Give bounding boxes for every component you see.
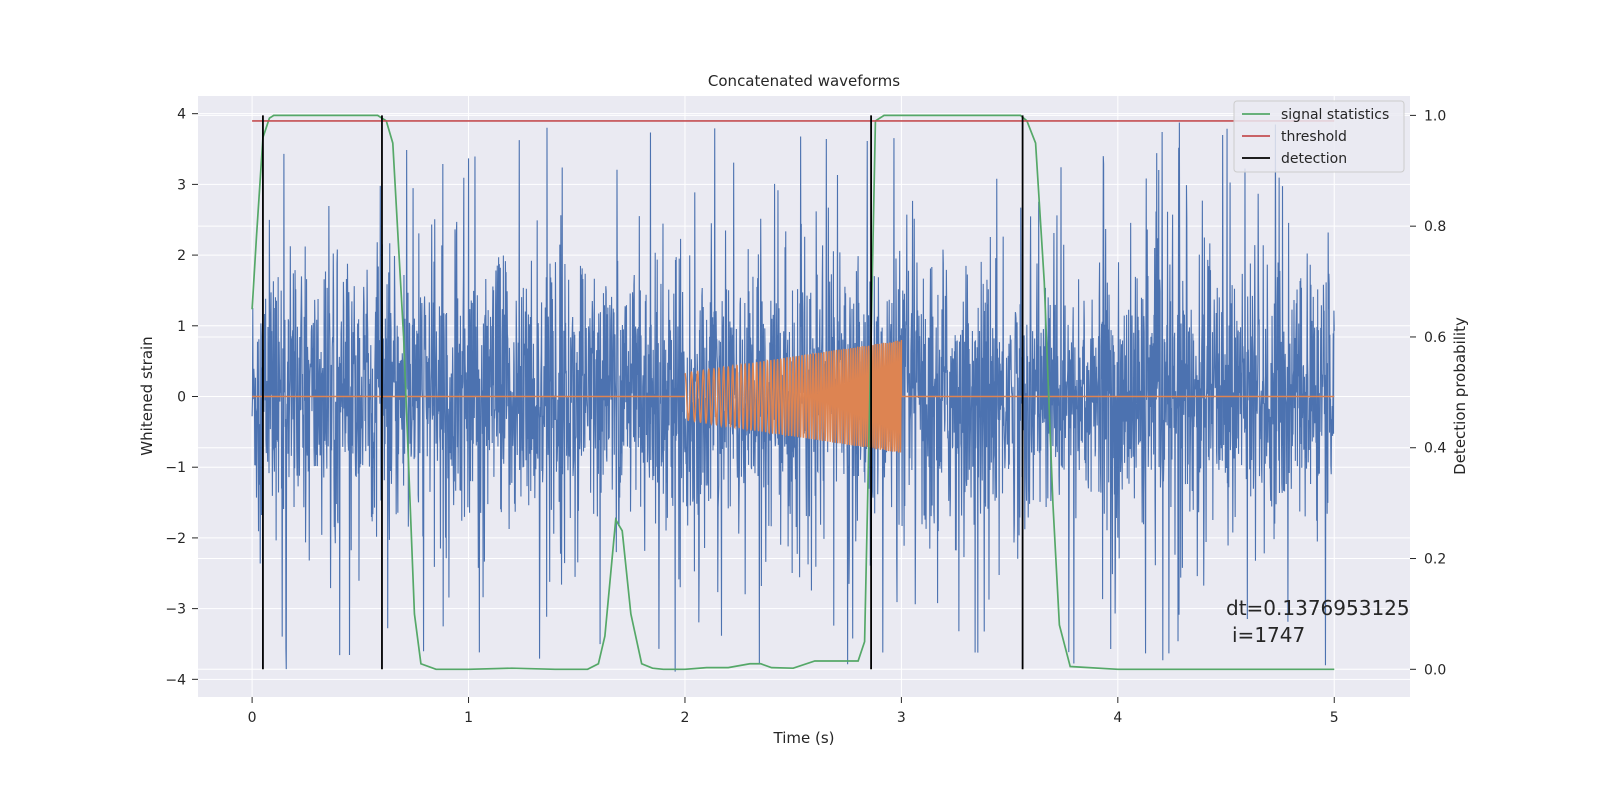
y-right-tick-label-1: 0.8 <box>1424 219 1446 235</box>
y-right-tick-label-4: 0.2 <box>1424 552 1446 568</box>
y-left-axis-label: Whitened strain <box>138 336 156 455</box>
y-right-tick-label-2: 0.6 <box>1424 330 1446 346</box>
y-right-tick-label-5: 0.0 <box>1424 662 1446 678</box>
signal-statistics-line <box>251 114 1335 671</box>
legend-label-signal-statistics: signal statistics <box>1281 107 1389 123</box>
x-tick-label-5: 5 <box>1330 710 1339 726</box>
x-axis-label: Time (s) <box>773 729 835 747</box>
detection-series <box>262 115 1024 670</box>
y-left-tick-label-2: 2 <box>177 248 186 264</box>
legend-label-detection: detection <box>1281 151 1347 167</box>
y-left-tick-label-0: 4 <box>177 107 186 123</box>
chart-title: Concatenated waveforms <box>708 72 900 90</box>
y-left-tick-label-3: 1 <box>177 319 186 335</box>
y-right-tick-label-0: 1.0 <box>1424 108 1446 124</box>
y-right-axis-label: Detection probability <box>1451 317 1469 475</box>
x-tick-label-0: 0 <box>248 710 257 726</box>
x-axis-ticks: 0 1 2 3 4 5 <box>248 697 1339 726</box>
legend: signal statistics threshold detection <box>1233 100 1405 173</box>
y-left-tick-label-7: −3 <box>165 602 186 618</box>
annotation-dt: dt=0.1376953125 <box>1226 596 1410 620</box>
injected-signal-series <box>252 339 1335 453</box>
y-right-tick-label-3: 0.4 <box>1424 441 1446 457</box>
y-left-tick-label-6: −2 <box>165 531 186 547</box>
y-left-tick-label-4: 0 <box>177 390 186 406</box>
y-left-tick-label-8: −4 <box>165 672 186 688</box>
x-tick-label-3: 3 <box>897 710 906 726</box>
x-tick-label-4: 4 <box>1113 710 1122 726</box>
annotation-i: i=1747 <box>1232 623 1305 647</box>
x-tick-label-1: 1 <box>464 710 473 726</box>
signal-statistics-series <box>251 114 1335 671</box>
y-right-axis-ticks: 1.0 0.8 0.6 0.4 0.2 0.0 <box>1410 108 1446 678</box>
y-left-tick-label-5: −1 <box>165 460 186 476</box>
y-left-axis-ticks: 4 3 2 1 0 −1 −2 −3 −4 <box>165 107 198 688</box>
x-tick-label-2: 2 <box>681 710 690 726</box>
injected-signal-chirp <box>684 339 903 453</box>
legend-box <box>1233 100 1405 173</box>
y-left-tick-label-1: 3 <box>177 177 186 193</box>
legend-label-threshold: threshold <box>1281 129 1347 145</box>
